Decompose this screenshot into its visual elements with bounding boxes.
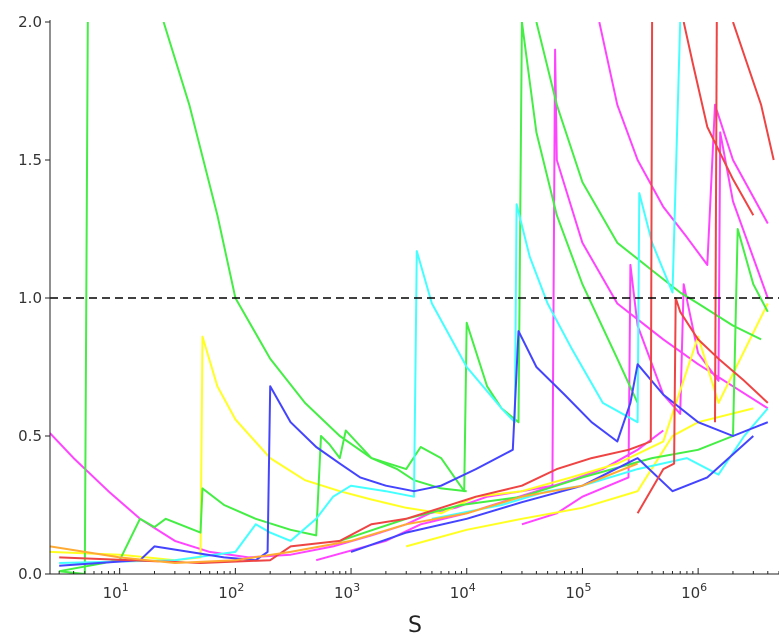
series-line-20	[732, 22, 775, 161]
series-line-16	[59, 22, 654, 564]
x-tick-exponent: 2	[237, 581, 244, 594]
series-line-21	[50, 462, 638, 564]
series-line-5	[50, 303, 769, 562]
x-tick-exponent: 3	[353, 581, 360, 594]
series-line-9	[59, 22, 639, 573]
x-tick-exponent: 1	[122, 581, 129, 594]
x-tick-label: 103	[334, 581, 360, 602]
series-line-2	[521, 131, 769, 526]
x-tick-exponent: 4	[469, 581, 476, 594]
series-line-19	[682, 22, 755, 216]
x-tick-label: 106	[681, 581, 707, 602]
series-line-1	[50, 48, 769, 559]
series-line-8	[162, 22, 467, 493]
x-tick-label: 102	[218, 581, 244, 602]
x-tick-base: 10	[218, 584, 237, 602]
x-tick-label: 104	[450, 581, 476, 602]
y-tick-label: 2.0	[18, 13, 42, 31]
x-tick-label: 101	[103, 581, 129, 602]
series-layer	[50, 22, 775, 574]
series-line-7	[59, 22, 89, 574]
x-tick-exponent: 6	[700, 581, 707, 594]
y-tick-label: 0.0	[18, 565, 42, 583]
x-axis-title: S	[408, 613, 422, 638]
series-line-10	[339, 228, 769, 542]
series-line-6	[405, 407, 754, 548]
y-tick-label: 1.5	[18, 151, 42, 169]
series-line-3	[598, 22, 769, 266]
series-line-12	[59, 22, 682, 564]
x-tick-exponent: 5	[584, 581, 591, 594]
x-tick-base: 10	[103, 584, 122, 602]
series-line-17	[636, 297, 769, 514]
x-tick-label: 105	[565, 581, 591, 602]
x-tick-base: 10	[334, 584, 353, 602]
series-line-18	[714, 22, 718, 423]
y-tick-label: 0.5	[18, 427, 42, 445]
series-line-13	[431, 407, 769, 520]
x-tick-base: 10	[450, 584, 469, 602]
y-tick-label: 1.0	[18, 289, 42, 307]
x-tick-base: 10	[681, 584, 700, 602]
x-tick-base: 10	[565, 584, 584, 602]
